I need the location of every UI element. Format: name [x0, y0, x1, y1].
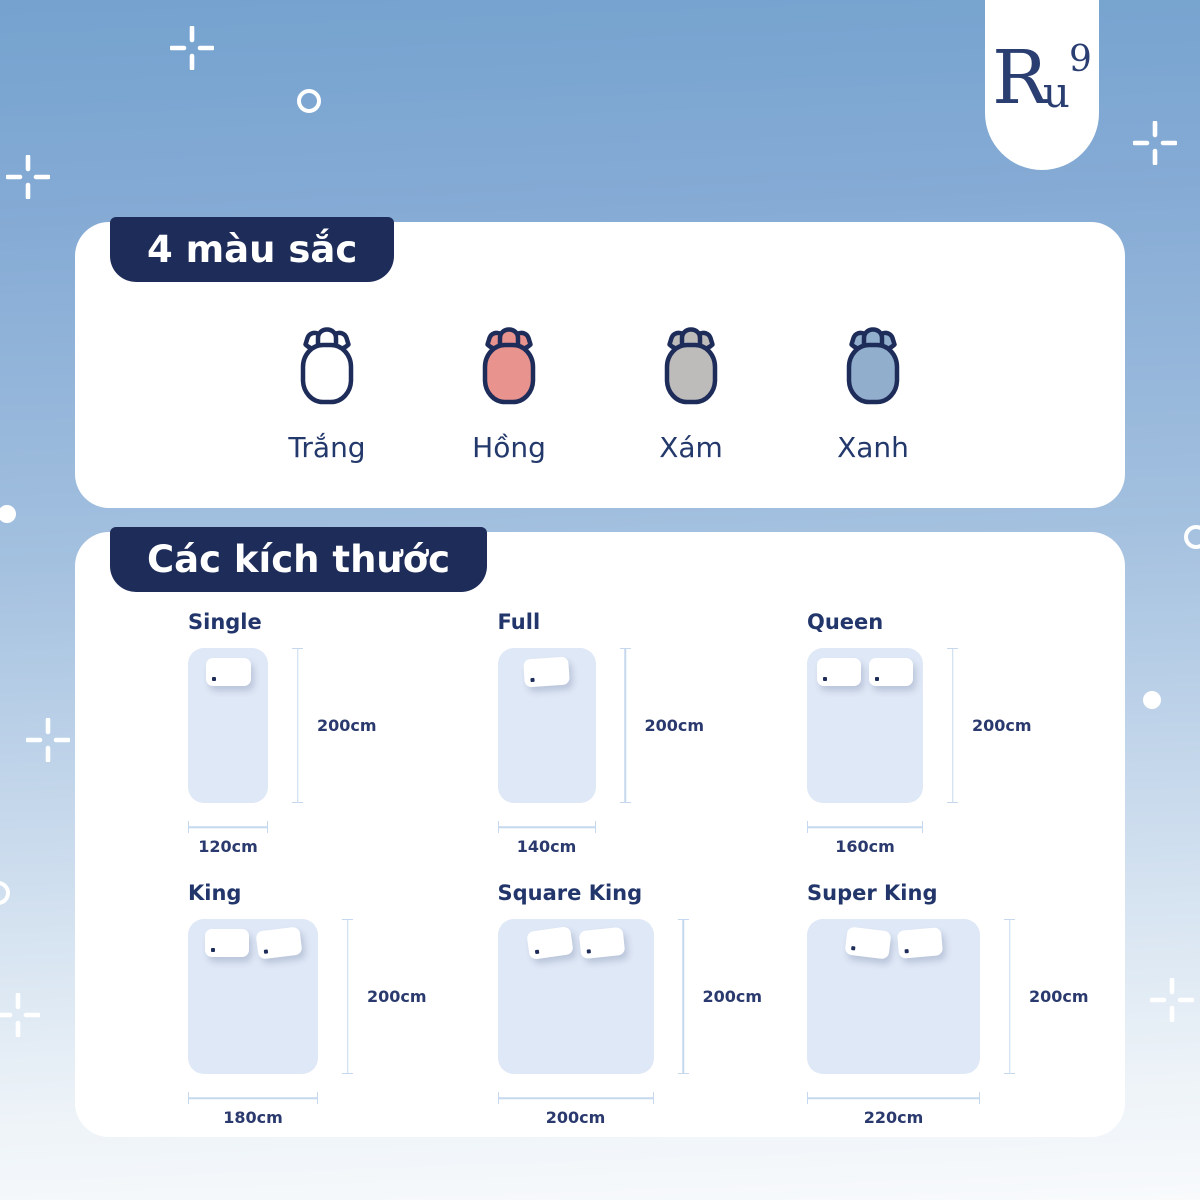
circle-icon [0, 881, 10, 905]
height-dimension-line [677, 919, 689, 1074]
pillow [578, 926, 625, 960]
plus-icon [0, 992, 41, 1041]
color-swatch: Xám [651, 325, 731, 464]
bed-size-item: Single 200cm 120cm [188, 610, 498, 856]
color-swatch: Hồng [469, 325, 549, 464]
color-swatch: Xanh [833, 325, 913, 464]
color-swatch: Trắng [287, 325, 367, 464]
circle-icon [297, 89, 321, 113]
logo-letter-r: R [992, 35, 1048, 121]
width-dimension-line [188, 821, 268, 833]
width-dimension-label: 220cm [863, 1108, 924, 1127]
plus-icon [1132, 120, 1178, 169]
bed-size-name: Full [497, 610, 541, 634]
width-dimension-line [497, 821, 596, 833]
color-name-label: Xanh [837, 431, 909, 464]
pillow-group [205, 926, 303, 1074]
pillow [525, 926, 574, 960]
mattress-diagram [497, 648, 596, 803]
logo-digit-9: 9 [1068, 39, 1092, 80]
bed-size-item: King 200cm 180cm [188, 881, 498, 1127]
height-dimension-line [619, 648, 631, 803]
blanket-bag-icon [300, 327, 354, 405]
width-dimension-label: 140cm [516, 837, 577, 856]
color-name-label: Trắng [288, 431, 366, 464]
height-dimension-label: 200cm [972, 716, 1032, 735]
bed-size-item: Super King 200cm 220cm [807, 881, 1117, 1127]
width-dimension-label: 200cm [545, 1108, 606, 1127]
plus-icon [169, 25, 215, 74]
pillow-group [205, 658, 251, 803]
bed-size-name: Super King [807, 881, 938, 905]
pillow [896, 927, 943, 959]
color-swatch-row: Trắng Hồng Xám [75, 325, 1125, 464]
width-dimension-line [807, 821, 923, 833]
pillow-group [843, 926, 943, 1074]
height-dimension-line [1004, 919, 1015, 1074]
colors-section-title: 4 màu sắc [110, 217, 395, 282]
bed-size-name: Queen [807, 610, 884, 634]
height-dimension-line [342, 919, 353, 1074]
mattress-diagram [188, 919, 318, 1074]
pillow [869, 658, 913, 686]
pillow [523, 656, 570, 688]
mattress-diagram [497, 919, 654, 1074]
blanket-bag-icon [482, 327, 536, 405]
bed-size-name: King [188, 881, 242, 905]
height-dimension-label: 200cm [317, 716, 377, 735]
height-dimension-line [292, 648, 303, 803]
mattress-diagram [188, 648, 268, 803]
pillow [205, 658, 251, 686]
color-name-label: Hồng [472, 431, 546, 464]
color-name-label: Xám [659, 431, 723, 464]
width-dimension-line [188, 1092, 318, 1104]
height-dimension-label: 200cm [367, 987, 427, 1006]
plus-icon [25, 717, 71, 766]
width-dimension-label: 120cm [198, 837, 258, 856]
height-dimension-label: 200cm [1029, 987, 1089, 1006]
width-dimension-label: 180cm [223, 1108, 283, 1127]
width-dimension-label: 160cm [835, 837, 895, 856]
height-dimension-line [947, 648, 958, 803]
circle-icon [1184, 525, 1200, 549]
bed-size-name: Single [188, 610, 262, 634]
plus-icon [1149, 977, 1195, 1026]
pillow [843, 926, 892, 960]
pillow-group [525, 926, 625, 1074]
sizes-card: Các kích thước Single 200cm 120cm Full 2… [75, 527, 1125, 1137]
logo-letter-u: u [1042, 68, 1070, 117]
sizes-grid: Single 200cm 120cm Full 200cm 140cm [188, 610, 1117, 1127]
height-dimension-label: 200cm [702, 987, 763, 1006]
colors-card: 4 màu sắc Trắng Hồng [75, 217, 1125, 508]
mattress-diagram [807, 919, 980, 1074]
blanket-bag-icon [846, 327, 900, 405]
pillow [817, 658, 861, 686]
width-dimension-line [497, 1092, 654, 1104]
plus-icon [5, 154, 51, 203]
bed-size-item: Full 200cm 140cm [497, 610, 808, 856]
dot-icon [1143, 691, 1161, 709]
width-dimension-line [807, 1092, 980, 1104]
sizes-section-title: Các kích thước [110, 527, 488, 592]
bed-size-name: Square King [497, 881, 643, 905]
dot-icon [0, 505, 16, 523]
height-dimension-label: 200cm [644, 716, 705, 735]
blanket-bag-icon [664, 327, 718, 405]
pillow-group [523, 656, 570, 803]
pillow [255, 926, 303, 960]
bed-size-item: Square King 200cm 200cm [497, 881, 808, 1127]
bed-size-item: Queen 200cm 160cm [807, 610, 1117, 856]
pillow [205, 929, 249, 957]
pillow-group [817, 658, 913, 803]
mattress-diagram [807, 648, 923, 803]
